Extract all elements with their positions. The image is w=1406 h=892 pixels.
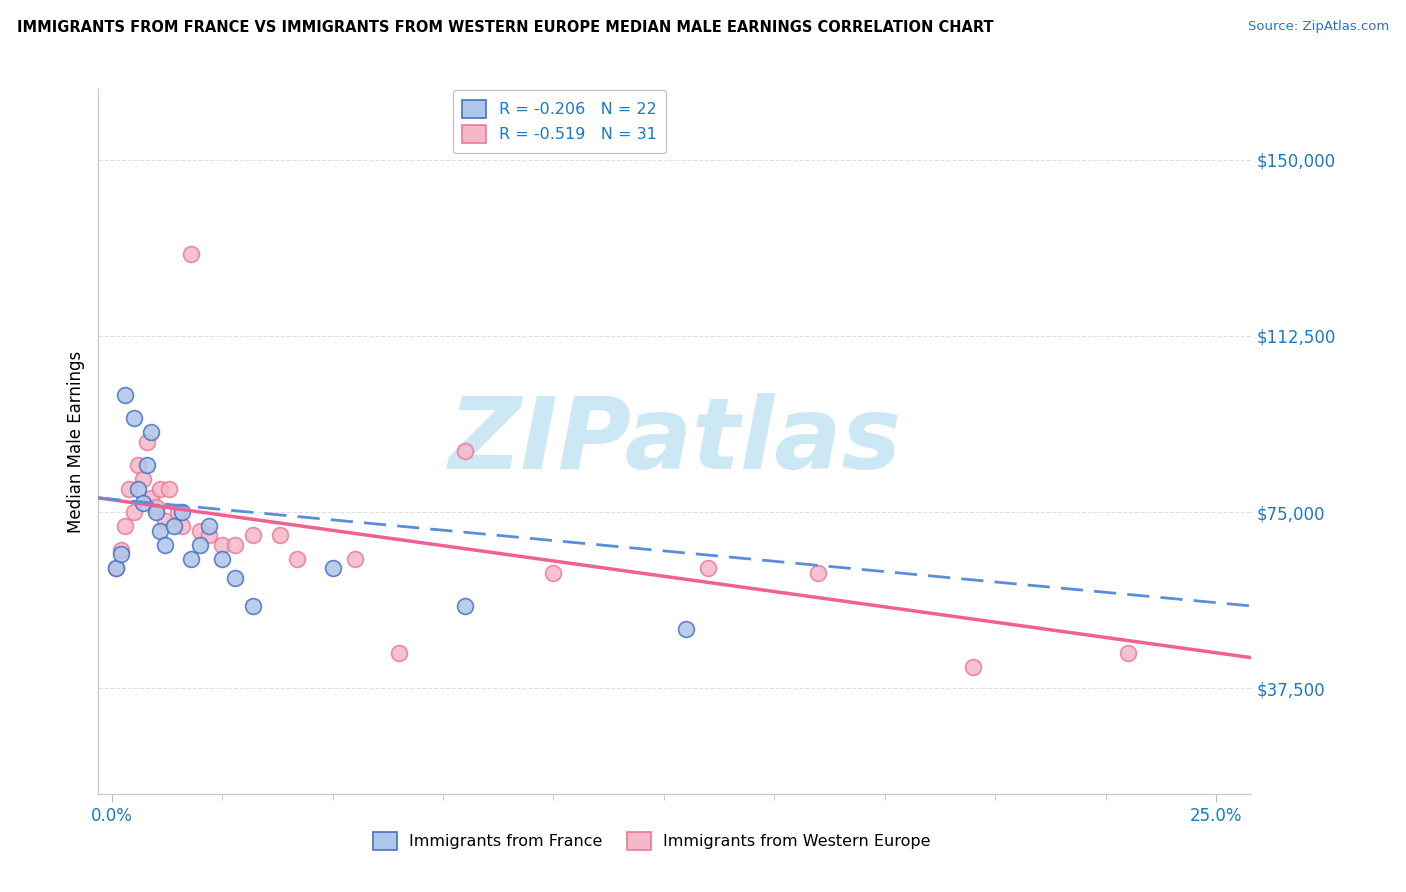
Point xyxy=(322,561,344,575)
Point xyxy=(543,566,565,580)
Y-axis label: Median Male Earnings: Median Male Earnings xyxy=(66,351,84,533)
Point xyxy=(198,519,221,533)
Point xyxy=(145,500,167,515)
Point xyxy=(114,387,136,401)
Text: ZIPatlas: ZIPatlas xyxy=(449,393,901,490)
Point xyxy=(141,491,163,505)
Point xyxy=(105,561,128,575)
Point xyxy=(149,482,172,496)
Point xyxy=(172,519,194,533)
Point xyxy=(454,599,477,613)
Point xyxy=(127,482,149,496)
Point xyxy=(224,571,246,585)
Point xyxy=(136,434,159,449)
Point xyxy=(180,246,202,260)
Point xyxy=(388,646,411,660)
Point xyxy=(136,458,159,472)
Point xyxy=(675,623,697,637)
Point xyxy=(162,519,184,533)
Point xyxy=(198,528,221,542)
Text: Source: ZipAtlas.com: Source: ZipAtlas.com xyxy=(1249,20,1389,33)
Point xyxy=(118,482,141,496)
Point xyxy=(131,472,153,486)
Point xyxy=(180,552,202,566)
Point xyxy=(962,660,984,674)
Point xyxy=(122,505,145,519)
Legend: Immigrants from France, Immigrants from Western Europe: Immigrants from France, Immigrants from … xyxy=(367,825,938,856)
Point xyxy=(807,566,830,580)
Point xyxy=(105,561,128,575)
Point xyxy=(285,552,308,566)
Point xyxy=(188,538,211,552)
Point xyxy=(110,542,132,557)
Point xyxy=(141,425,163,439)
Point xyxy=(1116,646,1139,660)
Point xyxy=(110,547,132,561)
Text: IMMIGRANTS FROM FRANCE VS IMMIGRANTS FROM WESTERN EUROPE MEDIAN MALE EARNINGS CO: IMMIGRANTS FROM FRANCE VS IMMIGRANTS FRO… xyxy=(17,20,994,35)
Point xyxy=(153,515,176,529)
Point xyxy=(145,505,167,519)
Point xyxy=(127,458,149,472)
Point xyxy=(224,538,246,552)
Point xyxy=(172,505,194,519)
Point xyxy=(167,505,190,519)
Point xyxy=(697,561,720,575)
Point xyxy=(188,524,211,538)
Point xyxy=(149,524,172,538)
Point xyxy=(343,552,366,566)
Point xyxy=(211,538,233,552)
Point xyxy=(242,599,264,613)
Point xyxy=(131,495,153,509)
Point xyxy=(114,519,136,533)
Point xyxy=(153,538,176,552)
Point xyxy=(269,528,291,542)
Point xyxy=(211,552,233,566)
Point xyxy=(242,528,264,542)
Point xyxy=(454,444,477,458)
Point xyxy=(122,411,145,425)
Point xyxy=(157,482,180,496)
